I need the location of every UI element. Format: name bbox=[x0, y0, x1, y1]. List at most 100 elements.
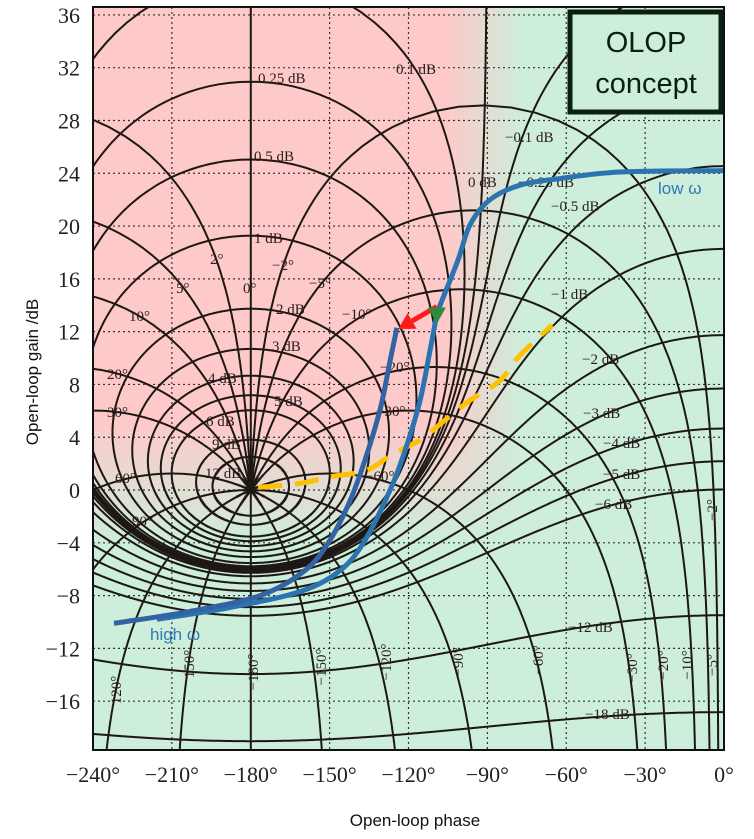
n-contour-label: −10° bbox=[680, 650, 696, 679]
m-contour-label: −6 dB bbox=[595, 497, 632, 513]
n-contour-label: −20° bbox=[380, 360, 409, 376]
n-contour-label: 30° bbox=[107, 405, 128, 421]
box-title-line2: concept bbox=[595, 68, 697, 100]
y-tick-label: 12 bbox=[58, 320, 80, 345]
m-contour-label: 2 dB bbox=[276, 302, 305, 318]
x-tick-label: −60° bbox=[545, 762, 588, 787]
y-tick-label: −4 bbox=[57, 531, 80, 556]
n-contour-label: 2° bbox=[210, 252, 224, 268]
y-tick-label: 20 bbox=[58, 214, 80, 239]
n-contour-label: 10° bbox=[129, 309, 150, 325]
n-contour-label: −20° bbox=[656, 650, 672, 679]
n-contour-label: −10° bbox=[342, 307, 371, 323]
y-tick-label: 16 bbox=[58, 267, 80, 292]
n-contour-label: 120° bbox=[109, 676, 125, 705]
n-contour--5deg bbox=[249, 209, 711, 750]
low-omega-label: low ω bbox=[658, 179, 702, 198]
m-contour-label: 3 dB bbox=[272, 339, 301, 355]
n-contour-label: 5° bbox=[176, 281, 190, 297]
x-tick-label: −150° bbox=[303, 762, 357, 787]
olop-boundary-dashed-line bbox=[257, 323, 554, 490]
m-contour-label: 12 dB bbox=[205, 466, 241, 482]
curves bbox=[113, 168, 724, 626]
m-contour-label: 0.25 dB bbox=[258, 71, 306, 87]
n-contour-label: −60° bbox=[531, 645, 547, 674]
plot-frame bbox=[92, 6, 725, 751]
y-tick-label: 32 bbox=[58, 56, 80, 81]
y-tick-label: −8 bbox=[57, 584, 80, 609]
m-contour-label: −2 dB bbox=[582, 352, 619, 368]
shifted-open-loop-curve bbox=[113, 327, 400, 626]
n-contour-label: −90° bbox=[451, 647, 467, 676]
y-tick-label: 24 bbox=[58, 161, 80, 186]
n-contour-label: −60° bbox=[365, 469, 394, 485]
x-tick-label: −120° bbox=[381, 762, 435, 787]
x-axis-ticks: −240° −210° −180° −150° −120° −90° −60° −30° 0° bbox=[66, 762, 734, 787]
y-tick-label: 28 bbox=[58, 108, 80, 133]
n-contour-label: −30° bbox=[376, 404, 405, 420]
m-contour-1dB bbox=[93, 234, 418, 565]
m-contour-label: 0 dB bbox=[468, 175, 497, 191]
n-contour-label: −180° bbox=[246, 654, 262, 691]
x-tick-label: 0° bbox=[714, 762, 734, 787]
n-contour-label: −120° bbox=[379, 644, 395, 681]
n-contour-label: −2° bbox=[272, 258, 294, 274]
y-axis-label: Open-loop gain /dB bbox=[23, 299, 42, 446]
m-contour-label: 9 dB bbox=[212, 437, 241, 453]
n-contour-label: −2° bbox=[705, 499, 721, 521]
n-contour--90deg bbox=[250, 489, 473, 750]
box-title-line1: OLOP bbox=[606, 27, 687, 59]
n-contour-label: −30° bbox=[625, 653, 641, 682]
y-axis-ticks: 36 32 28 24 20 16 12 8 4 0 −4 −8 −12 −16 bbox=[46, 3, 80, 714]
y-tick-label: 4 bbox=[69, 425, 80, 450]
n-contour-150deg bbox=[178, 489, 252, 750]
n-contour-label: 60° bbox=[115, 471, 136, 487]
original-open-loop-curve bbox=[156, 168, 724, 622]
m-contour-label: 4 dB bbox=[208, 371, 237, 387]
high-omega-label: high ω bbox=[150, 625, 200, 644]
m-contour-label: −0.5 dB bbox=[551, 199, 599, 215]
n-contour-90deg bbox=[93, 489, 251, 571]
m-contour-label: 0.5 dB bbox=[254, 149, 294, 165]
x-axis-label: Open-loop phase bbox=[350, 811, 480, 830]
y-tick-label: 0 bbox=[69, 478, 80, 503]
m-contour-label: −18 dB bbox=[585, 707, 630, 723]
n-contour-label: 150° bbox=[182, 650, 198, 679]
y-tick-label: 36 bbox=[58, 3, 80, 28]
x-tick-label: −30° bbox=[624, 762, 667, 787]
n-contour--10deg bbox=[249, 288, 696, 750]
m-contour-label: −4 dB bbox=[603, 436, 640, 452]
shift-arrow-head-icon bbox=[398, 313, 417, 330]
n-contour-label: −150° bbox=[314, 649, 330, 686]
olop-concept-box: OLOP concept bbox=[567, 9, 724, 115]
m-contour-label: −3 dB bbox=[583, 406, 620, 422]
m-contour-label: 1 dB bbox=[254, 231, 283, 247]
x-tick-label: −240° bbox=[66, 762, 120, 787]
n-contour-label: 90° bbox=[132, 514, 153, 530]
n-contour-label: −5° bbox=[705, 654, 721, 676]
n-contour--20deg bbox=[249, 366, 668, 750]
n-contour-10deg bbox=[93, 295, 252, 491]
n-contour-60deg bbox=[93, 472, 252, 491]
n-contour-120deg bbox=[105, 489, 252, 750]
contour-labels: 0.25 dB 0.5 dB 1 dB 2 dB 3 dB 4 dB 5 dB 6 dB 9 d… bbox=[107, 62, 721, 723]
m-contour-label: −1 dB bbox=[551, 287, 588, 303]
n-contour-30deg bbox=[93, 409, 252, 491]
n-contour--30deg bbox=[249, 409, 639, 750]
m-contour-label: 5 dB bbox=[274, 394, 303, 410]
triangle-marker-icon bbox=[427, 307, 446, 324]
y-tick-label: −12 bbox=[46, 636, 80, 661]
y-tick-label: −16 bbox=[46, 689, 80, 714]
m-contour-label: −0.1 dB bbox=[505, 130, 553, 146]
m-contour-label: −5 dB bbox=[603, 467, 640, 483]
x-tick-label: −90° bbox=[466, 762, 509, 787]
m-contour-label: 6 dB bbox=[206, 414, 235, 430]
x-tick-label: −180° bbox=[224, 762, 278, 787]
n-contour--120deg bbox=[249, 489, 396, 750]
n-contour-label: 20° bbox=[107, 367, 128, 383]
m-contour-label: −12 dB bbox=[568, 620, 613, 636]
x-tick-label: −210° bbox=[145, 762, 199, 787]
m-contour-0.5dB bbox=[93, 158, 438, 568]
n-contour--150deg bbox=[249, 489, 323, 750]
